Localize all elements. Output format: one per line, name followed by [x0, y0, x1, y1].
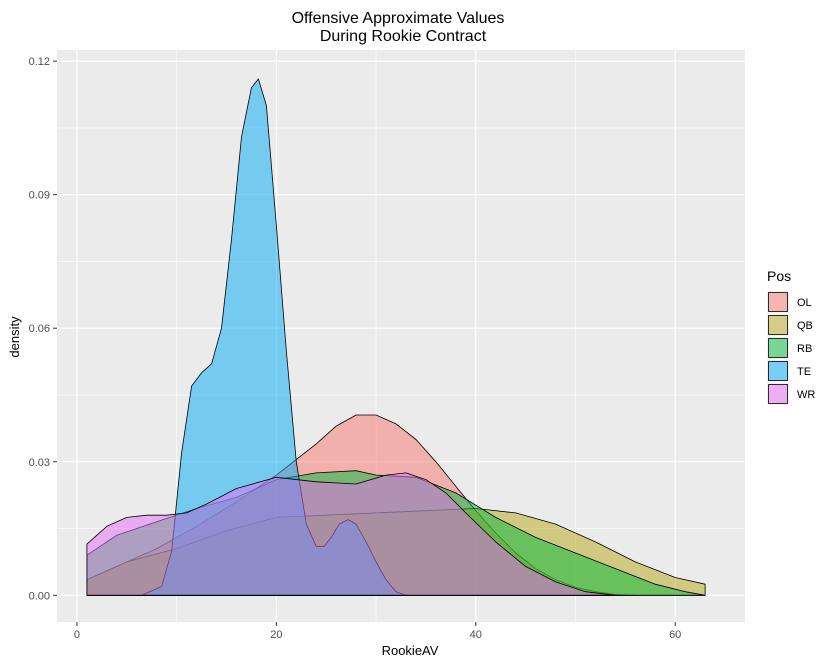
y-axis-ticks: 0.00 0.03 0.06 0.09 0.12 [29, 56, 57, 602]
y-tick-label: 0.00 [29, 590, 50, 602]
legend-title: Pos [767, 268, 791, 284]
x-axis-ticks: 0 20 40 60 [74, 622, 681, 641]
legend-swatch-te [768, 361, 788, 381]
density-areas [86, 78, 706, 596]
legend-label-wr: WR [797, 389, 815, 401]
y-tick-label: 0.12 [29, 56, 50, 68]
legend-label-te: TE [797, 366, 811, 378]
legend-label-qb: QB [797, 320, 813, 332]
y-axis-title: density [7, 316, 22, 358]
x-tick-label: 40 [470, 629, 482, 641]
y-tick-label: 0.06 [29, 323, 50, 335]
legend-swatch-ol [768, 292, 788, 312]
legend-label-rb: RB [797, 343, 812, 355]
legend-swatch-rb [768, 338, 788, 358]
x-axis-title: RookieAV [382, 643, 439, 658]
density-area-wr [86, 472, 616, 596]
legend-label-ol: OL [797, 297, 812, 309]
x-tick-label: 60 [669, 629, 681, 641]
x-tick-label: 0 [74, 629, 80, 641]
chart-title-line-1: Offensive Approximate Values [292, 10, 505, 27]
legend-swatch-wr [768, 384, 788, 404]
legend-swatch-qb [768, 315, 788, 335]
legend: Pos OL QB RB TE WR [767, 268, 815, 405]
x-tick-label: 20 [270, 629, 282, 641]
chart-title-line-2: During Rookie Contract [320, 28, 487, 45]
y-tick-label: 0.03 [29, 457, 50, 469]
y-tick-label: 0.09 [29, 190, 50, 202]
